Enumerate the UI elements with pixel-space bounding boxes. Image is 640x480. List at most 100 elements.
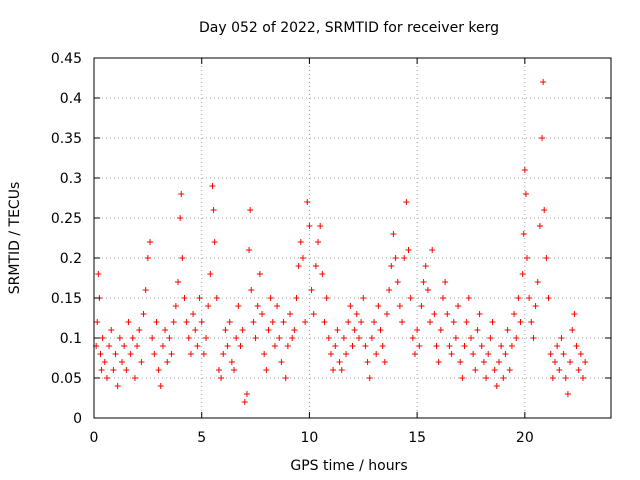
data-point (345, 319, 352, 325)
data-point (119, 359, 126, 365)
data-point (392, 255, 399, 261)
data-point (388, 263, 395, 269)
data-point (116, 335, 123, 341)
data-point (452, 335, 459, 341)
data-point (476, 311, 483, 317)
data-point (582, 359, 589, 365)
data-point (500, 375, 507, 381)
data-point (371, 319, 378, 325)
data-point (474, 327, 481, 333)
data-point (532, 303, 539, 309)
data-point (147, 239, 154, 245)
data-point (211, 239, 218, 245)
data-point (205, 303, 212, 309)
data-point (489, 319, 496, 325)
data-point (377, 327, 384, 333)
data-point (530, 335, 537, 341)
data-point (261, 351, 268, 357)
data-point (185, 335, 192, 341)
data-point (504, 327, 511, 333)
data-point (513, 335, 520, 341)
data-point (429, 247, 436, 253)
data-point (390, 231, 397, 237)
data-point (127, 351, 134, 357)
data-point (358, 319, 365, 325)
data-point (282, 375, 289, 381)
data-point (536, 223, 543, 229)
data-point (511, 311, 518, 317)
data-point (508, 343, 515, 349)
data-point (564, 391, 571, 397)
data-point (153, 319, 160, 325)
data-point (541, 207, 548, 213)
axes: 0 0.05 0.1 0.15 0.2 0.25 0.3 0.35 0.4 0.45 0 5 10 15 2… (51, 51, 612, 446)
data-point (431, 311, 438, 317)
data-point (299, 255, 306, 261)
data-point (332, 343, 339, 349)
data-point (94, 319, 101, 325)
data-point (416, 343, 423, 349)
data-point (190, 311, 197, 317)
grid-lines (94, 58, 611, 418)
data-point (237, 343, 244, 349)
data-point (373, 351, 380, 357)
data-point (336, 359, 343, 365)
data-point (534, 279, 541, 285)
data-point (246, 247, 253, 253)
data-point (577, 351, 584, 357)
data-point (304, 199, 311, 205)
data-point (222, 327, 229, 333)
data-point (340, 335, 347, 341)
data-point (151, 351, 158, 357)
data-point (442, 279, 449, 285)
data-point (177, 215, 184, 221)
data-point (435, 359, 442, 365)
plot-border (93, 57, 612, 419)
data-point (515, 295, 522, 301)
y-tick-label: 0.2 (60, 251, 82, 267)
data-point (98, 367, 105, 373)
data-point (551, 359, 558, 365)
data-point (498, 343, 505, 349)
data-point (528, 319, 535, 325)
data-point (155, 367, 162, 373)
data-point (523, 255, 530, 261)
chart-title: Day 052 of 2022, SRMTID for receiver ker… (199, 20, 499, 36)
data-point (226, 319, 233, 325)
y-tick-label: 0.35 (51, 131, 82, 147)
data-point (138, 359, 145, 365)
data-point (200, 351, 207, 357)
data-point (121, 343, 128, 349)
data-point (194, 343, 201, 349)
y-axis-label: SRMTID / TECUs (7, 182, 23, 295)
data-point (549, 375, 556, 381)
data-point (506, 367, 513, 373)
data-point (187, 351, 194, 357)
data-point (178, 191, 185, 197)
data-point (560, 351, 567, 357)
data-point (351, 327, 358, 333)
data-point (213, 295, 220, 301)
data-point (422, 263, 429, 269)
data-point (99, 335, 106, 341)
data-point (446, 343, 453, 349)
data-point (302, 319, 309, 325)
data-point (220, 351, 227, 357)
data-points (93, 79, 589, 405)
data-point (575, 367, 582, 373)
data-point (289, 335, 296, 341)
data-point (478, 343, 485, 349)
data-point (487, 335, 494, 341)
data-point (325, 335, 332, 341)
data-point (123, 367, 130, 373)
data-point (334, 327, 341, 333)
data-point (235, 303, 242, 309)
data-point (267, 295, 274, 301)
data-point (364, 359, 371, 365)
data-point (140, 311, 147, 317)
x-tick-label: 0 (90, 430, 99, 446)
data-point (269, 319, 276, 325)
data-point (418, 303, 425, 309)
data-point (287, 311, 294, 317)
data-point (125, 319, 132, 325)
